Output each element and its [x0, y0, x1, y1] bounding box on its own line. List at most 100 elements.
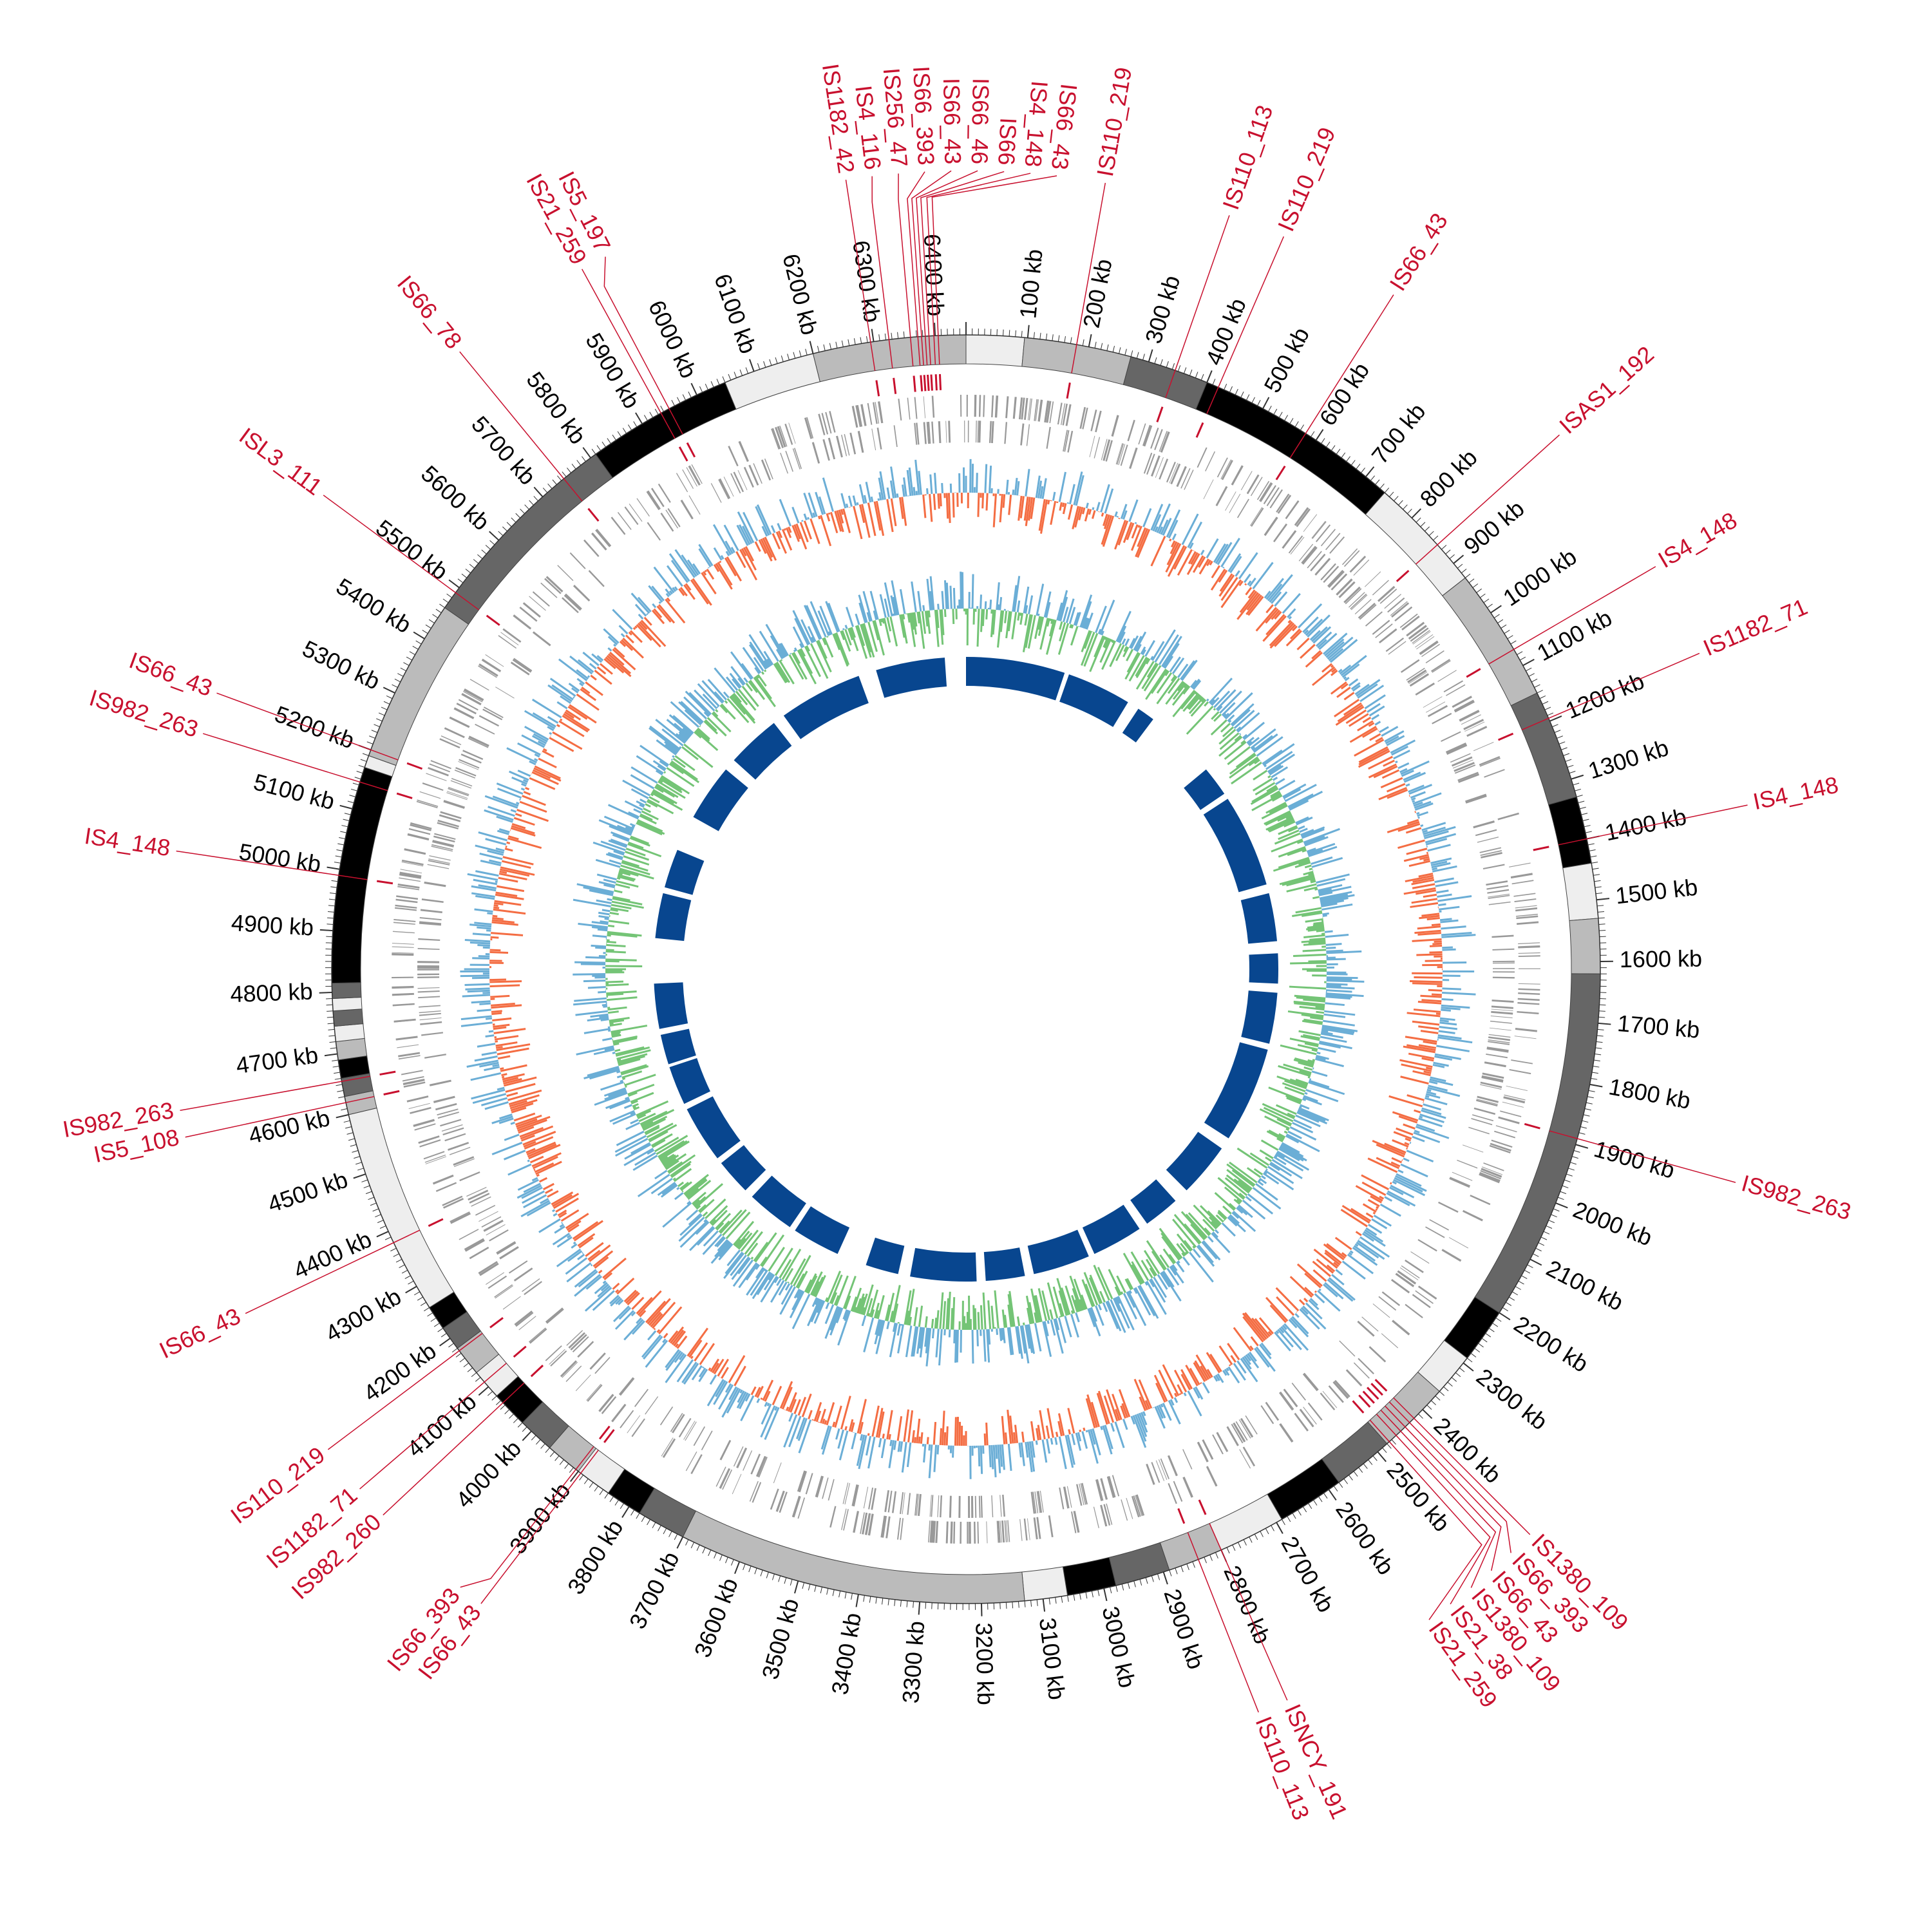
gc-skew-bar	[1238, 1204, 1253, 1218]
minor-tick	[775, 357, 778, 364]
gc-skew-bar	[610, 907, 629, 913]
cds-feature	[693, 1426, 706, 1446]
genomic-island	[795, 1206, 850, 1255]
gc-skew-bar	[1088, 1307, 1101, 1337]
cds-feature	[1312, 521, 1327, 539]
gc-skew-bar	[1294, 1057, 1314, 1065]
gc-skew-bar	[714, 1236, 725, 1247]
cds-feature	[481, 1216, 502, 1228]
minor-tick	[1243, 1539, 1247, 1546]
gc-content-bar	[618, 1307, 632, 1320]
minor-tick	[913, 1601, 914, 1608]
cds-feature	[443, 1198, 464, 1209]
gc-skew-bar	[1255, 1183, 1278, 1201]
gc-skew-bar	[1312, 1059, 1316, 1062]
gc-skew-bar	[630, 1100, 638, 1104]
cds-feature	[1135, 1494, 1145, 1516]
gc-content-bar	[1255, 607, 1277, 632]
gc-skew-bar	[810, 636, 815, 643]
minor-tick	[1595, 1054, 1602, 1056]
gc-content-bar	[1166, 509, 1181, 538]
cds-feature	[419, 922, 441, 926]
gc-skew-bar	[1302, 949, 1327, 952]
gc-skew-bar	[1236, 1206, 1248, 1216]
gc-content-bar	[507, 1089, 542, 1101]
cds-feature	[710, 483, 722, 503]
gc-content-bar	[1334, 1236, 1352, 1251]
gc-content-bar	[1013, 1432, 1016, 1444]
gc-content-bar	[1425, 1097, 1448, 1106]
gc-content-bar	[567, 1234, 571, 1238]
gc-content-bar	[683, 1363, 699, 1385]
cds-feature	[983, 395, 985, 417]
gc-content-bar	[1224, 1368, 1230, 1376]
gc-content-bar	[1233, 1327, 1253, 1352]
minor-tick	[745, 367, 749, 374]
gc-skew-bar	[655, 784, 676, 798]
gc-content-bar	[521, 1186, 543, 1199]
gc-content-bar	[552, 731, 583, 750]
gc-skew-bar	[1208, 677, 1233, 704]
gc-skew-bar	[1289, 799, 1309, 811]
gc-skew-bar	[1050, 619, 1054, 624]
gc-skew-bar	[1227, 1217, 1238, 1227]
cds-feature	[852, 406, 858, 428]
cds-feature	[1395, 1274, 1414, 1287]
cds-feature	[986, 1521, 988, 1544]
tick-label: 400 kb	[1200, 294, 1251, 369]
gc-content-bar	[585, 1242, 604, 1257]
gc-skew-bar	[800, 619, 813, 643]
gc-content-bar	[1209, 1354, 1222, 1372]
gc-content-bar	[1404, 1142, 1410, 1146]
gc-content-bar	[1340, 1209, 1368, 1227]
is-position-mark	[923, 375, 927, 392]
cds-feature	[419, 1139, 441, 1148]
tick-label: 1200 kb	[1562, 667, 1648, 724]
minor-tick	[1142, 354, 1145, 361]
minor-tick	[1569, 771, 1576, 774]
minor-tick	[374, 724, 380, 728]
gc-content-bar	[1339, 664, 1352, 675]
gc-content-bar	[634, 625, 638, 629]
gc-content-bar	[1045, 1425, 1050, 1439]
gc-skew-bar	[1278, 857, 1310, 869]
gc-skew-bar	[997, 604, 1000, 611]
gc-content-bar	[721, 1387, 739, 1418]
cds-feature	[719, 1439, 732, 1461]
is-leader-line	[202, 733, 388, 791]
gc-skew-bar	[779, 1286, 796, 1315]
gc-skew-bar	[664, 741, 679, 753]
gc-content-bar	[1138, 1412, 1148, 1433]
gc-skew-bar	[694, 1183, 724, 1209]
gc-skew-bar	[763, 650, 774, 665]
gc-skew-bar	[1034, 1323, 1042, 1352]
cds-feature	[977, 1521, 980, 1544]
minor-tick	[1598, 1016, 1605, 1018]
cds-feature	[1167, 1455, 1178, 1477]
gc-skew-bar	[1316, 878, 1346, 887]
cds-feature	[1294, 1412, 1309, 1432]
gc-content-bar	[533, 769, 551, 779]
minor-tick	[567, 468, 572, 473]
gc-skew-bar	[1034, 1294, 1043, 1322]
tick-label: 3100 kb	[1034, 1616, 1070, 1701]
gc-skew-bar	[592, 841, 625, 855]
gc-skew-bar	[703, 720, 719, 735]
gc-skew-bar	[1265, 816, 1294, 831]
gc-skew-bar	[789, 1291, 805, 1318]
gc-content-bar	[845, 503, 849, 508]
minor-tick	[609, 1496, 614, 1502]
gc-content-bar	[467, 873, 498, 881]
cds-feature	[940, 1495, 943, 1518]
gc-skew-bar	[618, 1055, 645, 1065]
gc-content-bar	[1260, 1342, 1272, 1356]
minor-tick	[1576, 795, 1583, 797]
gc-skew-bar	[1177, 663, 1189, 678]
minor-tick	[630, 1510, 635, 1516]
minor-tick	[594, 1486, 599, 1492]
gc-content-bar	[1071, 1434, 1076, 1445]
gc-skew-bar	[1182, 685, 1191, 695]
gc-skew-bar	[926, 578, 932, 611]
gc-skew-bar	[715, 1213, 732, 1230]
